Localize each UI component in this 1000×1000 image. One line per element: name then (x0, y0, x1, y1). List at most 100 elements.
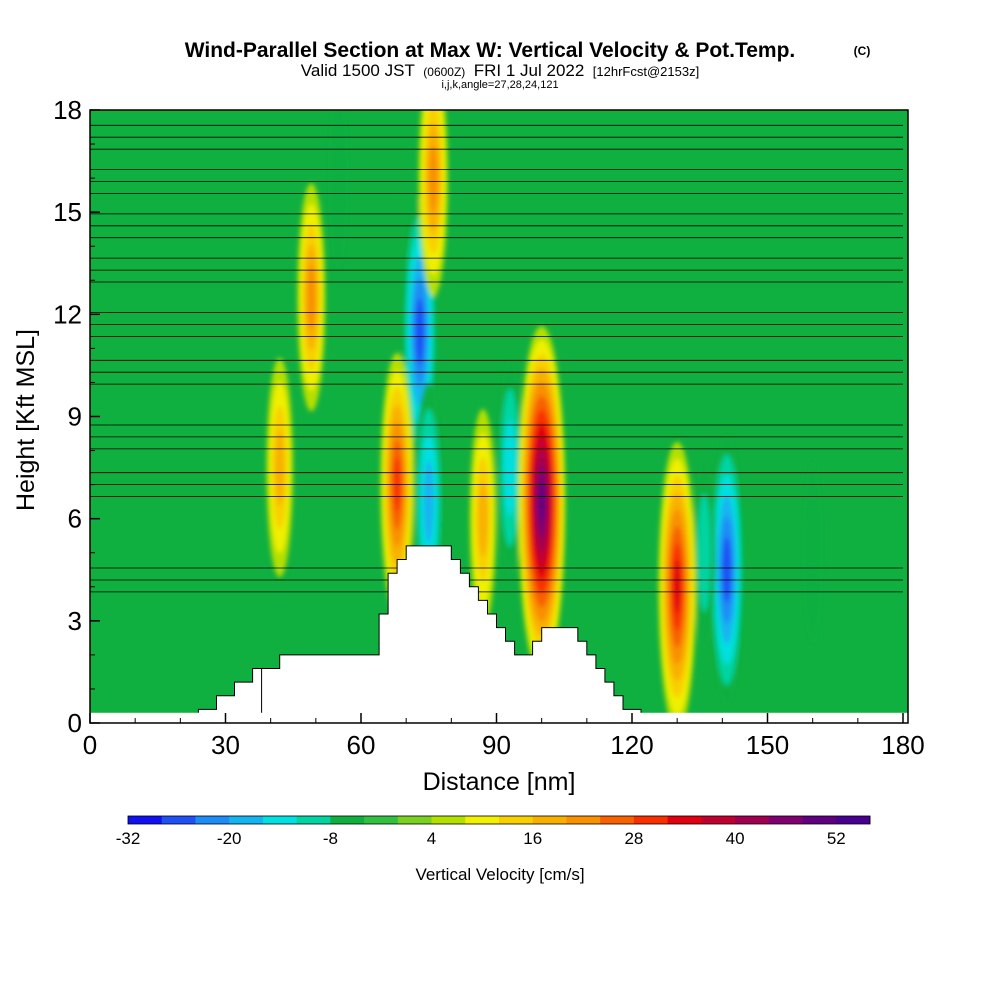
contour-label-value: 36 (0, 0, 13, 12)
x-tick-label: 0 (83, 730, 97, 760)
contour-label-box (0, 0, 17, 12)
y-tick-label: 3 (68, 606, 82, 636)
colorbar-swatch (836, 816, 871, 824)
contour-label-box (0, 0, 17, 12)
contour-label-value: 38 (0, 0, 13, 12)
terrain-ridge (261, 545, 642, 723)
valid-time: Valid 1500 JST (301, 61, 415, 80)
contour-label-box (0, 0, 17, 12)
contour-label-box (0, 0, 17, 12)
colorbar-tick-label: 4 (427, 829, 436, 848)
contour-label-value: 36 (0, 0, 13, 12)
colorbar-swatch (128, 816, 163, 824)
colorbar-swatch (262, 816, 298, 824)
plot-area: 3236363638383840404042424244444446464648… (0, 0, 908, 723)
downdraft-cell (504, 418, 516, 517)
contour-label: 50 (0, 0, 17, 12)
contour-label: 44 (0, 0, 17, 12)
contour-label-value: 42 (0, 0, 13, 12)
contour-label: 44 (0, 0, 17, 12)
colorbar-swatch (600, 816, 635, 824)
colorbar-tick-label: -32 (116, 829, 141, 848)
updraft-cell (275, 429, 285, 506)
contour-label-box (0, 0, 17, 12)
valid-utc: (0600Z) (423, 65, 465, 79)
colorbar: -32 -20 -8 4 16 28 40 52 (116, 815, 871, 848)
colorbar-tick-label: 52 (827, 829, 846, 848)
contour-label-box (0, 0, 17, 12)
contour-label-box (0, 0, 17, 12)
contour-label: 32 (0, 0, 17, 12)
colorbar-swatch (161, 816, 196, 824)
surface-strip (90, 712, 908, 723)
contour-label-box (0, 0, 17, 12)
contour-label-box (0, 0, 17, 12)
colorbar-title: Vertical Velocity [cm/s] (415, 865, 584, 884)
updraft-cell (538, 479, 545, 524)
contour-label: 48 (0, 0, 17, 12)
x-tick-label: 90 (482, 730, 511, 760)
contour-label-box (0, 0, 17, 12)
contour-label-value: 48 (0, 0, 13, 12)
contour-label: 36 (0, 0, 17, 12)
contour-label-value: 50 (0, 0, 13, 12)
contour-label: 36 (0, 0, 17, 12)
contour-label: 42 (0, 0, 17, 12)
contour-label-box (0, 0, 17, 12)
contour-label: 50 (0, 0, 17, 12)
y-tick-label: 6 (68, 504, 82, 534)
contour-label: 40 (0, 0, 17, 12)
contour-label-value: 48 (0, 0, 13, 12)
contour-label-value: 48 (0, 0, 13, 12)
downdraft-cell (722, 536, 732, 603)
contour-label-value: 42 (0, 0, 13, 12)
contour-label-box (0, 0, 17, 12)
contour-label: 44 (0, 0, 17, 12)
colorbar-swatch (364, 816, 399, 824)
forecast-info: [12hrFcst@2153z] (593, 64, 699, 79)
contour-label-value: 50 (0, 0, 13, 12)
contour-label: 38 (0, 0, 17, 12)
colorbar-swatch (566, 816, 601, 824)
colorbar-swatch (667, 816, 702, 824)
contour-label: 50 (0, 0, 17, 12)
contour-label: 46 (0, 0, 17, 12)
colorbar-swatch (735, 816, 770, 824)
x-tick-label: 60 (347, 730, 376, 760)
contour-label-value: 44 (0, 0, 13, 12)
x-tick-label: 120 (610, 730, 653, 760)
chart-title: Wind-Parallel Section at Max W: Vertical… (185, 39, 796, 62)
contour-label-box (0, 0, 17, 12)
updraft-cell (673, 559, 681, 614)
contour-label-value: 44 (0, 0, 13, 12)
downdraft-cell (802, 460, 824, 645)
terrain (90, 545, 908, 723)
contour-label-box (0, 0, 17, 12)
downdraft-cell (423, 460, 434, 543)
downdraft-cell (697, 493, 712, 613)
contour-labels: 3236363638383840404042424244444446464648… (0, 0, 17, 12)
contour-label-box (0, 0, 17, 12)
contour-label: 38 (0, 0, 17, 12)
colorbar-tick-label: -8 (323, 829, 338, 848)
contour-label-value: 32 (0, 0, 13, 12)
colorbar-swatch (330, 816, 365, 824)
contour-label-box (0, 0, 17, 12)
colorbar-swatch (499, 816, 534, 824)
colorbar-swatch (633, 816, 669, 824)
y-tick-label: 15 (53, 197, 82, 227)
contour-label: 46 (0, 0, 17, 12)
colorbar-tick-label: 28 (624, 829, 643, 848)
subtitle-line: Valid 1500 JST (0600Z) FRI 1 Jul 2022 [1… (301, 61, 699, 80)
colorbar-swatch (397, 816, 432, 824)
x-tick-label: 180 (881, 730, 924, 760)
y-tick-label: 18 (53, 95, 82, 125)
downdraft-cell (327, 110, 349, 271)
theta-contours (90, 124, 903, 593)
updraft-cell (478, 480, 488, 557)
y-tick-label: 9 (68, 402, 82, 432)
colorbar-frame (127, 815, 871, 825)
y-axis-title: Height [Kft MSL] (12, 329, 40, 511)
contour-label-box (0, 0, 17, 12)
